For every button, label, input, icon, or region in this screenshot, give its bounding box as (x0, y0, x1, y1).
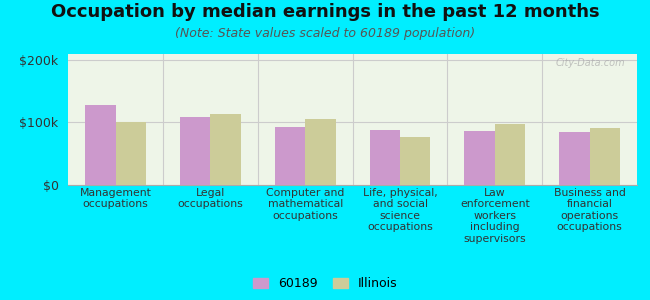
Text: Occupation by median earnings in the past 12 months: Occupation by median earnings in the pas… (51, 3, 599, 21)
Text: Law
enforcement
workers
including
supervisors: Law enforcement workers including superv… (460, 188, 530, 244)
Bar (85, 105, 116, 184)
Text: Business and
financial
operations
occupations: Business and financial operations occupa… (554, 188, 625, 232)
Bar (211, 114, 240, 184)
Bar (306, 118, 335, 184)
Bar (370, 130, 400, 184)
Text: (Note: State values scaled to 60189 population): (Note: State values scaled to 60189 popu… (175, 27, 475, 40)
Bar (116, 122, 146, 184)
Bar (465, 131, 495, 184)
Bar (559, 132, 590, 184)
Bar (495, 124, 525, 184)
Text: Management
occupations: Management occupations (80, 188, 151, 209)
Text: Life, physical,
and social
science
occupations: Life, physical, and social science occup… (363, 188, 437, 232)
Bar (590, 128, 620, 184)
Bar (275, 127, 306, 184)
Bar (180, 117, 211, 184)
Text: Legal
occupations: Legal occupations (177, 188, 243, 209)
Text: City-Data.com: City-Data.com (556, 58, 625, 68)
Text: Computer and
mathematical
occupations: Computer and mathematical occupations (266, 188, 344, 221)
Legend: 60189, Illinois: 60189, Illinois (249, 273, 401, 294)
Bar (400, 137, 430, 184)
